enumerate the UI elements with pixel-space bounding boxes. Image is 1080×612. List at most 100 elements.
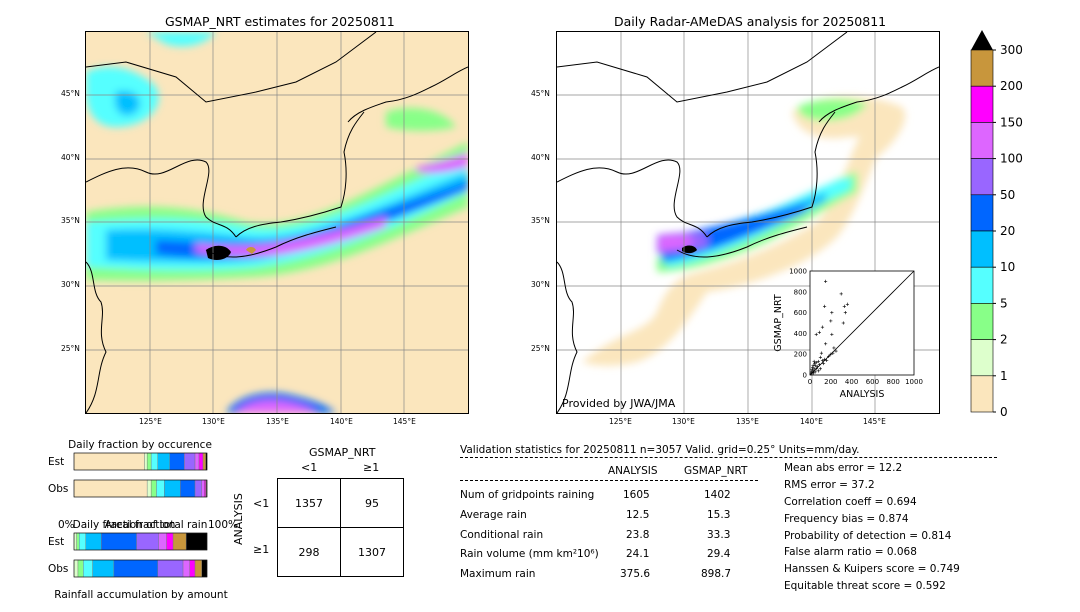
- fraction-axis-right: 100%: [208, 519, 238, 531]
- stat-row-label: Num of gridpoints raining: [460, 489, 595, 501]
- colorbar-segment: [970, 49, 994, 87]
- fraction-segment: [157, 452, 170, 471]
- fraction-segment: [184, 452, 196, 471]
- stat-row-label: Conditional rain: [460, 529, 544, 541]
- scatter-xtick: 1000: [905, 378, 923, 386]
- left-lat-25: 25°N: [61, 344, 80, 353]
- fraction-segment: [194, 479, 202, 498]
- fraction-segment: [73, 479, 148, 498]
- scatter-point: [819, 351, 824, 355]
- colorbar-label: 10: [1000, 260, 1015, 274]
- fraction-segment: [202, 452, 206, 471]
- scatter-point: [830, 311, 834, 315]
- fraction-segment: [77, 559, 84, 578]
- fraction-segment: [201, 479, 205, 498]
- scatter-ytick: 600: [794, 309, 807, 317]
- scatter-point: [827, 354, 831, 358]
- fraction-bar-frame: [73, 559, 208, 578]
- left-map: [85, 31, 469, 414]
- fraction-segment: [146, 452, 152, 471]
- colorbar: 300 200 150 100 50 20 10 5 2 1 0: [965, 30, 1025, 420]
- colorbar-segment: [970, 122, 994, 159]
- colorbar-extend-arrow: [971, 30, 993, 50]
- colorbar-segment: [970, 194, 994, 232]
- colorbar-label: 1: [1000, 369, 1008, 383]
- right-lon-135: 135°E: [736, 417, 759, 426]
- colorbar-label: 50: [1000, 188, 1015, 202]
- fraction-segment: [158, 532, 167, 551]
- scatter-point: [814, 332, 818, 337]
- scatter-point: [820, 325, 825, 329]
- score-hk: Hanssen & Kuipers score = 0.749: [784, 563, 960, 575]
- left-lat-45: 45°N: [61, 89, 80, 98]
- stat-row-gsmap: 29.4: [707, 548, 731, 560]
- scatter-xtick: 200: [824, 378, 837, 386]
- right-lat-45: 45°N: [531, 89, 550, 98]
- stat-row-analysis: 23.8: [626, 529, 650, 541]
- scatter-inset: 0 200 400 600 800 1000 0 200 400 600 800 1000 ANALYS…: [770, 265, 930, 405]
- right-map-title: Daily Radar-AMeDAS analysis for 20250811: [614, 14, 887, 29]
- scatter-point: [834, 349, 838, 353]
- colorbar-label: 100: [1000, 152, 1023, 166]
- fraction-segment: [144, 452, 148, 471]
- scatter-point: [832, 346, 836, 350]
- left-lon-130: 130°E: [202, 417, 225, 426]
- stat-row-analysis: 24.1: [626, 548, 650, 560]
- score-ets: Equitable threat score = 0.592: [784, 580, 946, 592]
- score-pod: Probability of detection = 0.814: [784, 530, 952, 542]
- fraction-bar-frame: [73, 452, 208, 471]
- stat-row-gsmap: 898.7: [701, 568, 732, 580]
- scatter-point: [843, 311, 847, 315]
- right-lat-30: 30°N: [531, 280, 550, 289]
- contingency-col-ge1: ≥1: [363, 461, 380, 474]
- fraction-segment: [73, 559, 79, 578]
- fraction-segment: [198, 452, 204, 471]
- score-rmse: RMS error = 37.2: [784, 479, 875, 491]
- fraction-segment: [73, 452, 145, 471]
- fraction-title: Daily fraction by occurence: [68, 439, 212, 451]
- scatter-point: [809, 372, 813, 376]
- scatter-point: [820, 358, 825, 363]
- stat-row-label: Rain volume (mm km²10⁶): [460, 548, 599, 560]
- left-map-field: [86, 32, 468, 413]
- colorbar-label: 150: [1000, 115, 1023, 129]
- colorbar-segment: [970, 85, 994, 123]
- contingency-table: 1357 95 298 1307: [277, 478, 404, 577]
- contingency-title: GSMAP_NRT: [309, 446, 376, 459]
- fraction-xlabel: Areal fraction: [105, 519, 176, 531]
- scatter-point: [814, 367, 818, 371]
- left-lon-140: 140°E: [330, 417, 353, 426]
- scatter-point: [830, 332, 834, 337]
- fraction-segment: [79, 532, 86, 551]
- left-lon-145: 145°E: [393, 417, 416, 426]
- left-lat-40: 40°N: [61, 153, 80, 162]
- fraction-segment: [146, 479, 152, 498]
- scatter-point: [821, 361, 826, 366]
- colorbar-segment: [970, 230, 994, 268]
- stat-row-label: Average rain: [460, 509, 527, 521]
- scatter-point: [812, 371, 816, 375]
- fraction-segment: [201, 559, 208, 578]
- left-lon-125: 125°E: [139, 417, 162, 426]
- scatter-point: [829, 352, 833, 356]
- fraction-segment: [76, 532, 80, 551]
- scatter-point: [817, 330, 821, 334]
- scatter-xtick: 0: [808, 378, 812, 386]
- colorbar-label: 5: [1000, 296, 1008, 310]
- scatter-point: [824, 279, 828, 283]
- colorbar-segment: [970, 303, 994, 340]
- colorbar-label: 300: [1000, 43, 1023, 57]
- fraction-row-label: Est: [48, 536, 64, 548]
- fraction-segment: [83, 559, 93, 578]
- cell-hits-neg: 1357: [277, 478, 341, 528]
- fraction-segment: [150, 452, 158, 471]
- score-far: False alarm ratio = 0.068: [784, 546, 917, 558]
- scatter-ytick: 800: [794, 288, 807, 296]
- col-analysis: ANALYSIS: [608, 465, 658, 477]
- scatter-point: [829, 319, 833, 323]
- fraction-segment: [85, 532, 102, 551]
- scatter-point: [845, 302, 850, 306]
- score-mae: Mean abs error = 12.2: [784, 462, 903, 474]
- scatter-diagonal: [809, 270, 915, 376]
- scatter-point: [825, 358, 829, 363]
